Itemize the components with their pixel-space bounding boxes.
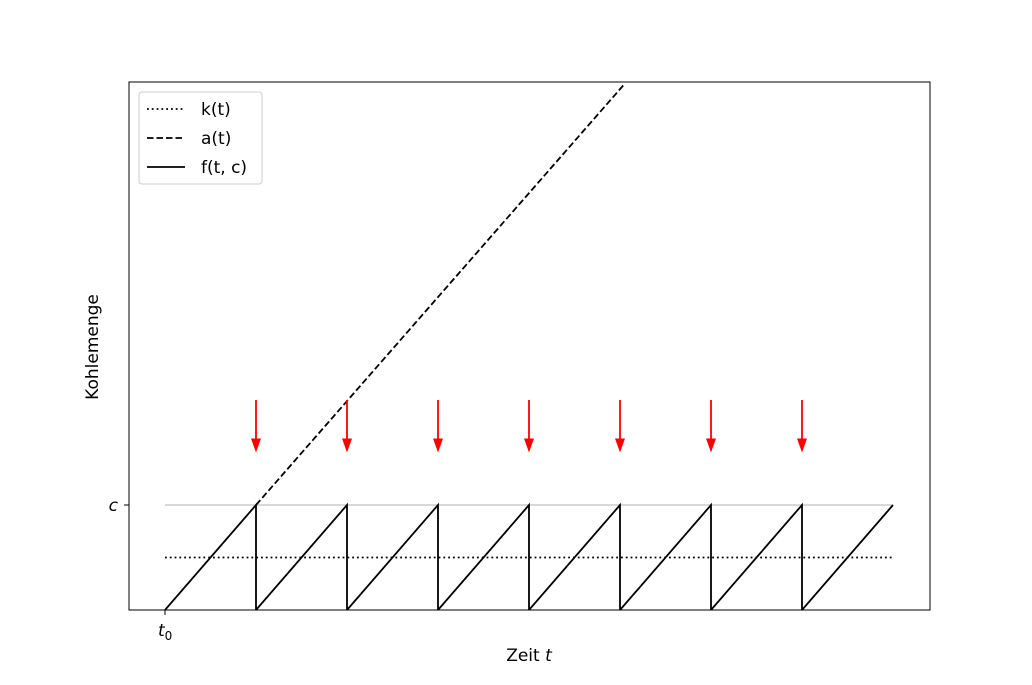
y-tick-label: c: [109, 496, 119, 516]
y-axis: c Kohlemenge: [83, 294, 129, 516]
legend: k(t) a(t) f(t, c): [138, 91, 263, 185]
arrow-head-6: [706, 438, 716, 453]
arrow-head-5: [615, 438, 625, 453]
legend-label-k: k(t): [201, 100, 231, 120]
plot-frame: [128, 81, 931, 611]
y-axis-label: Kohlemenge: [83, 294, 103, 400]
x-axis-label: Zeit t: [506, 646, 553, 666]
arrow-head-7: [797, 438, 807, 453]
series-a-line: [255, 84, 625, 506]
arrow-head-4: [524, 438, 534, 453]
series-f-line: [164, 502, 894, 610]
plot-layer: [164, 84, 894, 610]
arrow-head-3: [433, 438, 443, 453]
x-axis: t0 Zeit t: [158, 610, 553, 666]
legend-box: [138, 91, 263, 185]
x-tick-label: t0: [158, 621, 172, 643]
x-axis-label-text: Zeit: [506, 646, 540, 666]
legend-label-a: a(t): [201, 129, 231, 149]
x-tick-label-base: t: [158, 621, 166, 641]
arrow-head-1: [251, 438, 261, 453]
x-tick-label-sub: 0: [165, 629, 173, 643]
arrow-head-2: [342, 438, 352, 453]
x-axis-label-var: t: [545, 646, 553, 666]
legend-label-f: f(t, c): [201, 158, 247, 178]
